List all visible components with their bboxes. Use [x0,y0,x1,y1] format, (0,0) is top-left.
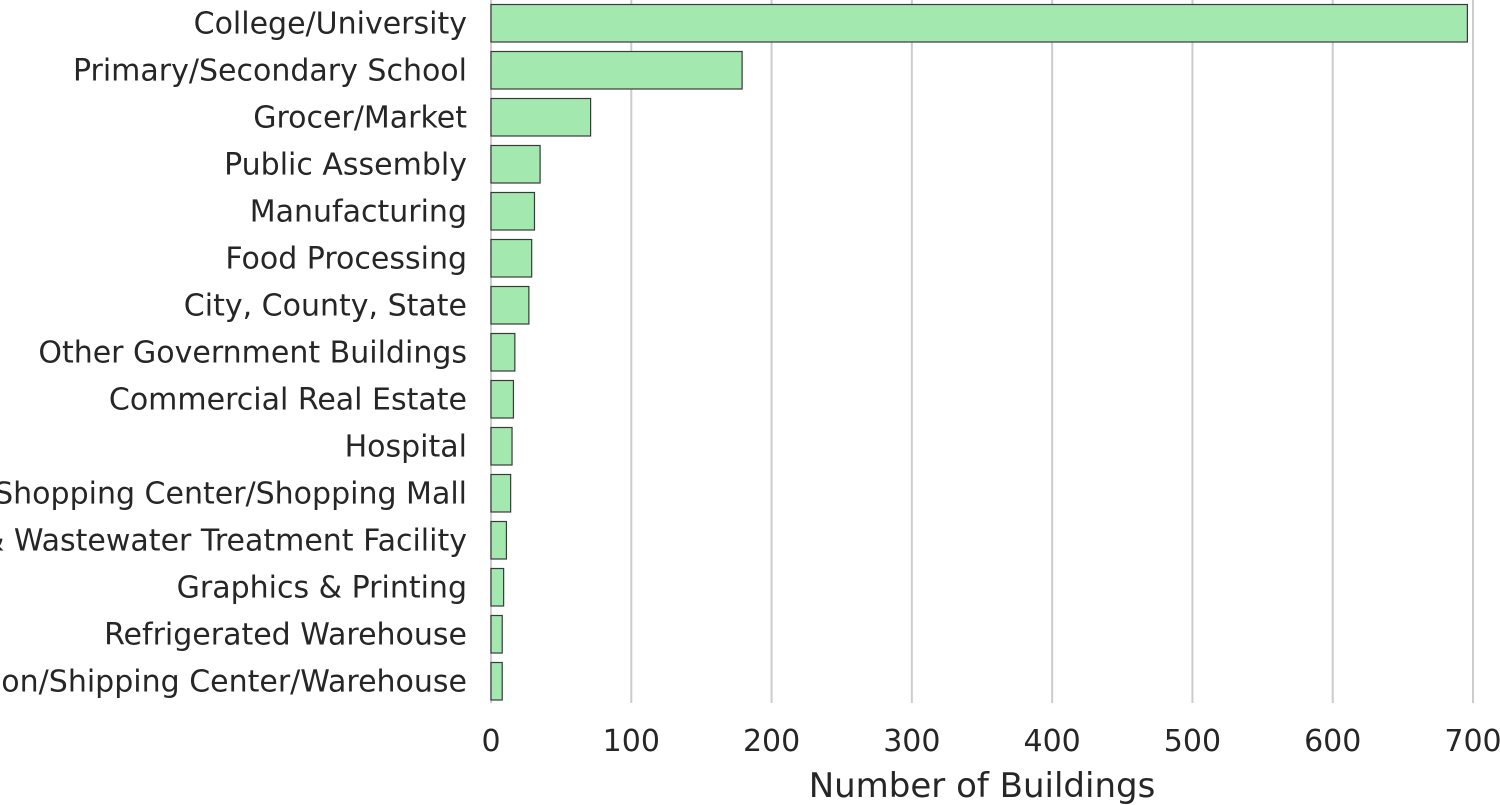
x-tick-label: 500 [1164,724,1221,759]
bar [490,50,743,90]
bar [490,238,533,278]
x-tick-label: 100 [603,724,660,759]
category-label: Commercial Real Estate [109,382,467,417]
bar [490,567,505,607]
x-tick-label: 700 [1444,724,1500,759]
bar [490,144,541,184]
bars [490,3,1468,701]
category-label: College/University [194,6,467,41]
bar [490,614,503,654]
category-label: Distribution/Shipping Center/Warehouse [0,664,467,699]
bar [490,285,530,325]
category-label: Hospital [345,429,467,464]
x-tick-label: 600 [1304,724,1361,759]
grid-lines [490,0,1474,703]
x-tick-labels: 0 100 200 300 400 500 600 700 [481,724,1500,759]
category-label: Graphics & Printing [177,570,467,605]
category-label: Manufacturing [250,194,467,229]
bar [490,426,513,466]
category-label: City, County, State [184,288,467,323]
x-tick-label: 400 [1024,724,1081,759]
bar [490,473,512,513]
x-axis-title: Number of Buildings [809,766,1156,805]
category-label: Primary/Secondary School [73,53,467,88]
category-label: Water & Wastewater Treatment Facility [0,523,467,558]
x-tick-label: 0 [481,724,500,759]
bar [490,191,536,231]
x-tick-label: 200 [743,724,800,759]
bar [490,379,515,419]
bar [490,3,1468,43]
category-label: Public Assembly [224,147,467,182]
category-label: Grocer/Market [253,100,467,135]
bar [490,661,503,701]
category-label: Refrigerated Warehouse [104,617,467,652]
bar [490,332,516,372]
category-label: Other Government Buildings [38,335,467,370]
bar [490,520,508,560]
category-label: Food Processing [225,241,467,276]
x-tick-label: 300 [883,724,940,759]
bar [490,97,592,137]
category-label: Shopping Center/Shopping Mall [0,476,467,511]
category-labels: College/University Primary/Secondary Scho… [0,6,467,699]
